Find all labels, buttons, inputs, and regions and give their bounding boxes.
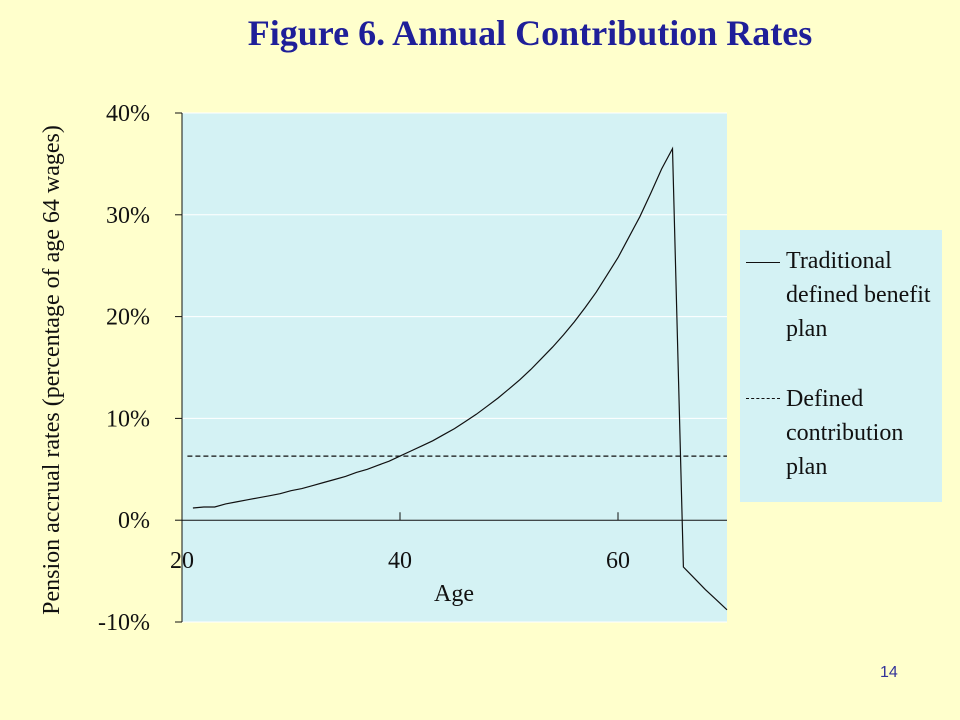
legend-swatch-dashed <box>746 398 780 399</box>
page-number: 14 <box>880 664 898 681</box>
grid-lines <box>182 112 727 623</box>
axes <box>175 112 727 623</box>
legend-label-traditional-db: Traditional defined benefit plan <box>786 248 931 342</box>
y-tick-label: 0% <box>118 508 150 534</box>
legend-label-defined-contribution: Defined contribution plan <box>786 386 904 480</box>
y-tick-label: 30% <box>106 203 150 229</box>
series-layer <box>187 146 728 611</box>
x-tick-label: 40 <box>388 548 412 574</box>
legend-swatch-solid <box>746 262 780 263</box>
x-tick-label: 20 <box>170 548 194 574</box>
legend: Traditional defined benefit plan Defined… <box>740 230 942 502</box>
tick-labels: -10% 0% 10% 20% 30% 40% 20 40 60 Age <box>98 101 630 636</box>
plot-area <box>182 113 727 622</box>
y-tick-label: -10% <box>98 610 150 636</box>
y-tick-label: 20% <box>106 305 150 331</box>
chart-title: Figure 6. Annual Contribution Rates <box>247 13 813 53</box>
x-axis-title: Age <box>434 581 474 607</box>
series-line-traditional-db <box>192 146 728 611</box>
y-tick-label: 40% <box>106 101 150 127</box>
x-tick-label: 60 <box>606 548 630 574</box>
y-tick-label: 10% <box>106 406 150 432</box>
